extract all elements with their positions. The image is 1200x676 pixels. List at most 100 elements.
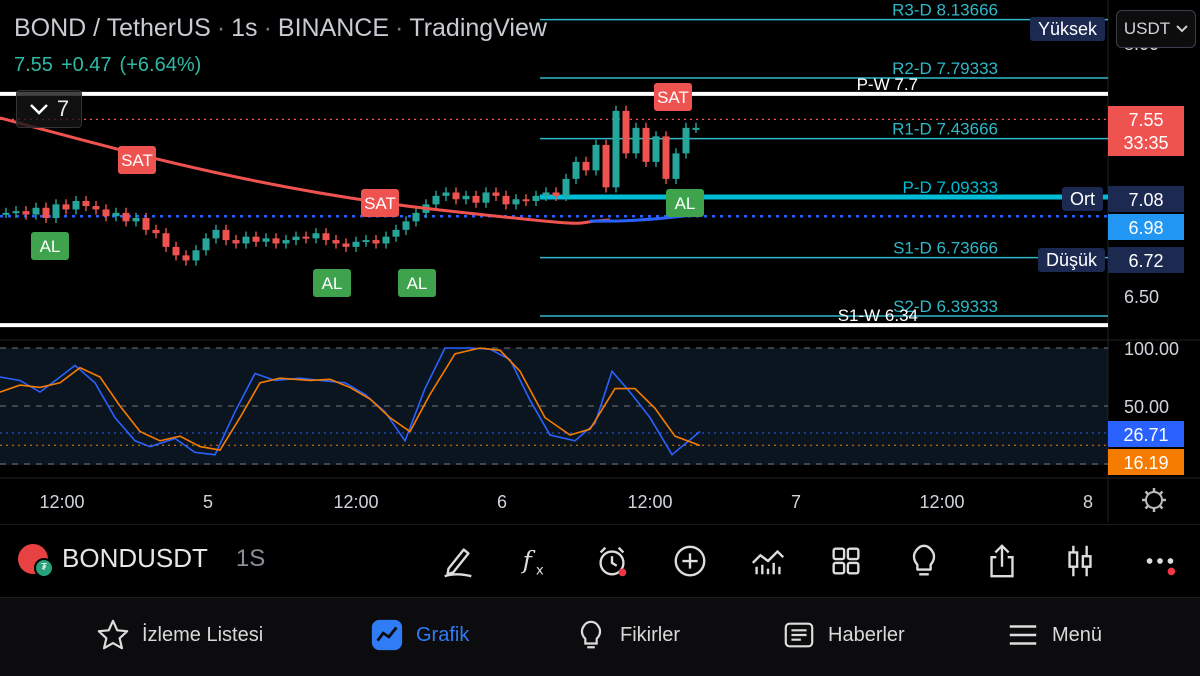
pencil-icon: [444, 548, 472, 578]
currency-label: USDT: [1123, 19, 1171, 38]
nav-news-label: Haberler: [828, 623, 905, 646]
candle-body: [412, 212, 420, 222]
currency-selector[interactable]: USDT: [1116, 10, 1196, 48]
price-summary: 7.55 +0.47 (+6.64%): [14, 54, 209, 77]
candle-body: [252, 236, 260, 242]
nav-menu-label: Menü: [1052, 623, 1103, 646]
more-icon: [1146, 558, 1176, 576]
candle-body: [472, 195, 480, 203]
k-value-box: [1108, 421, 1184, 447]
share-button[interactable]: [980, 539, 1024, 583]
candles-button[interactable]: [1058, 539, 1102, 583]
sell-signal: [361, 189, 399, 217]
nav-chart-label: Grafik: [416, 623, 470, 646]
chart-type-button[interactable]: [746, 539, 790, 583]
candle-body: [322, 233, 330, 241]
coin-logo-icon: ₮: [18, 543, 54, 578]
candle-body: [572, 161, 580, 179]
news-icon: [784, 622, 814, 648]
sell-signal-label: SAT: [657, 88, 689, 107]
indicator-toggle[interactable]: 7: [16, 90, 82, 128]
candle-body: [152, 229, 160, 234]
candle-body: [2, 212, 10, 215]
time-tick: 12:00: [39, 492, 84, 512]
d-value: 16.19: [1123, 453, 1168, 473]
gear-icon: [1142, 488, 1166, 512]
svg-text:f: f: [521, 546, 536, 575]
axes: 8.006.507.5533:357.086.986.72100.0050.00…: [39, 34, 1184, 512]
candle-body: [332, 240, 340, 244]
nav-news[interactable]: Haberler: [782, 618, 905, 652]
time-tick: 5: [203, 492, 213, 512]
candle-body: [222, 229, 230, 241]
chart-title: BOND / TetherUS · 1s · BINANCE · TradingView: [14, 14, 547, 42]
candle-body: [42, 207, 50, 218]
lightbulb-icon: [580, 620, 602, 649]
buy-signal: [398, 269, 436, 297]
nav-chart[interactable]: Grafik: [370, 618, 469, 652]
add-button[interactable]: [668, 539, 712, 583]
candles: [2, 105, 700, 266]
indicator-count: 7: [56, 96, 70, 121]
ma-value: 6.98: [1128, 218, 1163, 238]
candle-body: [582, 161, 590, 171]
buy-signal: [313, 269, 351, 297]
candle-body: [562, 178, 570, 196]
hamburger-icon: [1009, 625, 1037, 645]
symbol-selector[interactable]: ₮ BONDUSDT 1S: [18, 543, 266, 578]
candle-body: [32, 207, 40, 215]
pivot-label: P-W 7.7: [857, 75, 918, 94]
pivot-label: S2-D 6.39333: [893, 297, 998, 316]
candle-body: [262, 238, 270, 242]
more-button[interactable]: [1138, 539, 1182, 583]
time-tick: 12:00: [919, 492, 964, 512]
candle-body: [12, 211, 20, 214]
nav-ideas-label: Fikirler: [620, 623, 680, 646]
high-label: Yüksek: [1030, 17, 1106, 41]
stoch-d-line: [0, 347, 701, 451]
candle-body: [502, 195, 510, 205]
symbol-pair: BOND / TetherUS: [14, 14, 211, 42]
candle-body: [352, 241, 360, 247]
osc-tick: 50.00: [1124, 397, 1169, 417]
chevron-down-icon: [1176, 25, 1188, 33]
nav-ideas[interactable]: Fikirler: [574, 618, 680, 652]
alarm-icon: [599, 546, 627, 577]
exchange: BINANCE: [277, 14, 390, 42]
time-tick: 6: [497, 492, 507, 512]
gear-tooth: [1158, 490, 1164, 496]
nav-menu[interactable]: Menü: [1006, 618, 1102, 652]
candle-body: [522, 199, 530, 202]
candle-body: [492, 192, 500, 196]
low-value: 6.72: [1128, 251, 1163, 271]
candle-body: [662, 136, 670, 179]
candle-body: [202, 238, 210, 251]
buy-signal-label: AL: [322, 274, 343, 293]
candle-body: [302, 236, 310, 239]
candle-body: [642, 127, 650, 162]
alert-button[interactable]: [590, 539, 634, 583]
buy-signal-label: AL: [675, 194, 696, 213]
candle-body: [442, 192, 450, 196]
candle-body: [92, 206, 100, 210]
pivot-label: P-D 7.09333: [903, 178, 998, 197]
price-change-pct: (+6.64%): [119, 54, 202, 76]
stochastic: [0, 347, 1108, 465]
gear-tooth: [1144, 490, 1150, 496]
main-pane: [0, 0, 1108, 340]
lightbulb-icon: [912, 544, 936, 576]
candle-body: [112, 212, 120, 217]
layout-button[interactable]: [824, 539, 868, 583]
last-price: 7.55: [14, 54, 53, 76]
timeframe[interactable]: 1S: [235, 544, 266, 572]
buy-signal-label: AL: [40, 237, 61, 256]
ideas-button[interactable]: [902, 539, 946, 583]
nav-watchlist[interactable]: İzleme Listesi: [96, 618, 263, 652]
candle-body: [272, 238, 280, 244]
candle-body: [512, 199, 520, 205]
drawing-tool-button[interactable]: [436, 539, 480, 583]
